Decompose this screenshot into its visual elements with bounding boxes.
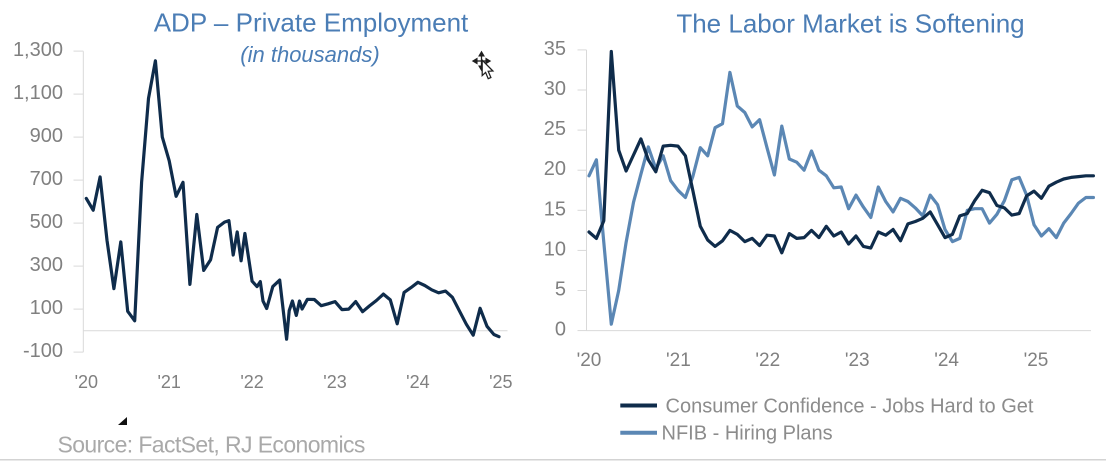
svg-text:'22: '22 bbox=[240, 372, 263, 392]
svg-text:'21: '21 bbox=[157, 372, 180, 392]
svg-text:'24: '24 bbox=[934, 350, 959, 371]
svg-text:'20: '20 bbox=[577, 350, 602, 371]
svg-text:(in thousands): (in thousands) bbox=[240, 42, 379, 67]
svg-text:1,300: 1,300 bbox=[13, 39, 63, 61]
svg-text:'21: '21 bbox=[666, 350, 691, 371]
svg-text:0: 0 bbox=[555, 319, 566, 341]
svg-text:700: 700 bbox=[30, 168, 63, 190]
svg-text:Consumer Confidence - Jobs Har: Consumer Confidence - Jobs Hard to Get bbox=[666, 396, 1034, 418]
svg-text:35: 35 bbox=[544, 38, 566, 60]
svg-text:5: 5 bbox=[555, 279, 566, 301]
svg-text:1,100: 1,100 bbox=[13, 82, 63, 104]
svg-text:100: 100 bbox=[30, 297, 63, 319]
svg-text:'25: '25 bbox=[489, 372, 512, 392]
svg-text:'23: '23 bbox=[323, 372, 346, 392]
svg-text:'22: '22 bbox=[755, 350, 780, 371]
svg-text:10: 10 bbox=[544, 238, 566, 260]
svg-text:'23: '23 bbox=[845, 350, 870, 371]
svg-text:NFIB - Hiring Plans: NFIB - Hiring Plans bbox=[662, 423, 833, 445]
svg-text:900: 900 bbox=[30, 125, 63, 147]
svg-text:30: 30 bbox=[544, 78, 566, 100]
svg-text:-100: -100 bbox=[23, 340, 63, 362]
svg-text:ADP – Private Employment: ADP – Private Employment bbox=[154, 8, 469, 38]
svg-text:300: 300 bbox=[30, 254, 63, 276]
svg-text:500: 500 bbox=[30, 211, 63, 233]
svg-text:Source: FactSet, RJ Economics: Source: FactSet, RJ Economics bbox=[58, 432, 365, 458]
svg-text:20: 20 bbox=[544, 158, 566, 180]
svg-text:The Labor Market is Softening: The Labor Market is Softening bbox=[676, 9, 1024, 39]
svg-text:25: 25 bbox=[544, 118, 566, 140]
svg-text:'20: '20 bbox=[75, 372, 98, 392]
svg-text:'24: '24 bbox=[406, 372, 429, 392]
svg-text:'25: '25 bbox=[1024, 350, 1049, 371]
svg-text:15: 15 bbox=[544, 198, 566, 220]
